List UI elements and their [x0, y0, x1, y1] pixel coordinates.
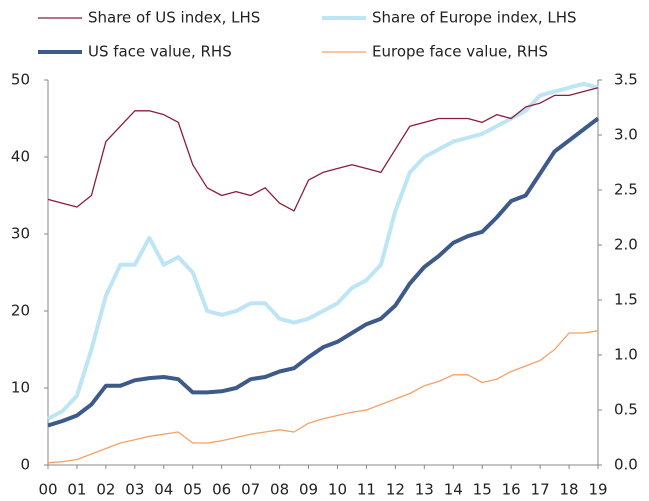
x-tick-label: 17	[531, 481, 550, 499]
x-tick-label: 01	[67, 481, 86, 499]
y2-tick-label: 2.5	[614, 181, 638, 199]
series-line	[47, 330, 599, 464]
x-tick-label: 19	[588, 481, 607, 499]
y2-tick-label: 1.5	[614, 291, 638, 309]
y-tick-label: 40	[11, 148, 30, 166]
x-tick-label: 11	[357, 481, 376, 499]
x-tick-label: 03	[125, 481, 144, 499]
y-tick-label: 50	[11, 71, 30, 89]
y2-tick-label: 0.0	[614, 456, 638, 474]
legend-label: Share of Europe index, LHS	[372, 9, 577, 27]
legend-label: US face value, RHS	[88, 43, 232, 61]
series-line	[47, 81, 599, 421]
y2-tick-label: 0.5	[614, 401, 638, 419]
legend-label: Share of US index, LHS	[88, 9, 260, 27]
y2-tick-label: 3.5	[614, 71, 638, 89]
y2-tick-label: 1.0	[614, 346, 638, 364]
x-tick-label: 06	[212, 481, 231, 499]
x-tick-label: 08	[270, 481, 289, 499]
x-tick-label: 04	[154, 481, 173, 499]
series-line	[47, 116, 600, 428]
x-tick-label: 07	[241, 481, 260, 499]
x-tick-label: 00	[38, 481, 57, 499]
x-tick-label: 10	[328, 481, 347, 499]
x-tick-label: 02	[96, 481, 115, 499]
legend-label: Europe face value, RHS	[372, 43, 548, 61]
y-tick-label: 10	[11, 379, 30, 397]
x-tick-label: 18	[560, 481, 579, 499]
series-line	[47, 87, 599, 212]
x-tick-label: 12	[386, 481, 405, 499]
x-tick-label: 14	[444, 481, 463, 499]
y-tick-label: 20	[11, 302, 30, 320]
y-tick-label: 30	[11, 225, 30, 243]
x-tick-label: 16	[502, 481, 521, 499]
y2-tick-label: 3.0	[614, 126, 638, 144]
x-tick-label: 05	[183, 481, 202, 499]
x-tick-label: 09	[299, 481, 318, 499]
x-tick-label: 13	[415, 481, 434, 499]
y-tick-label: 0	[20, 456, 30, 474]
x-tick-label: 15	[473, 481, 492, 499]
y2-tick-label: 2.0	[614, 236, 638, 254]
